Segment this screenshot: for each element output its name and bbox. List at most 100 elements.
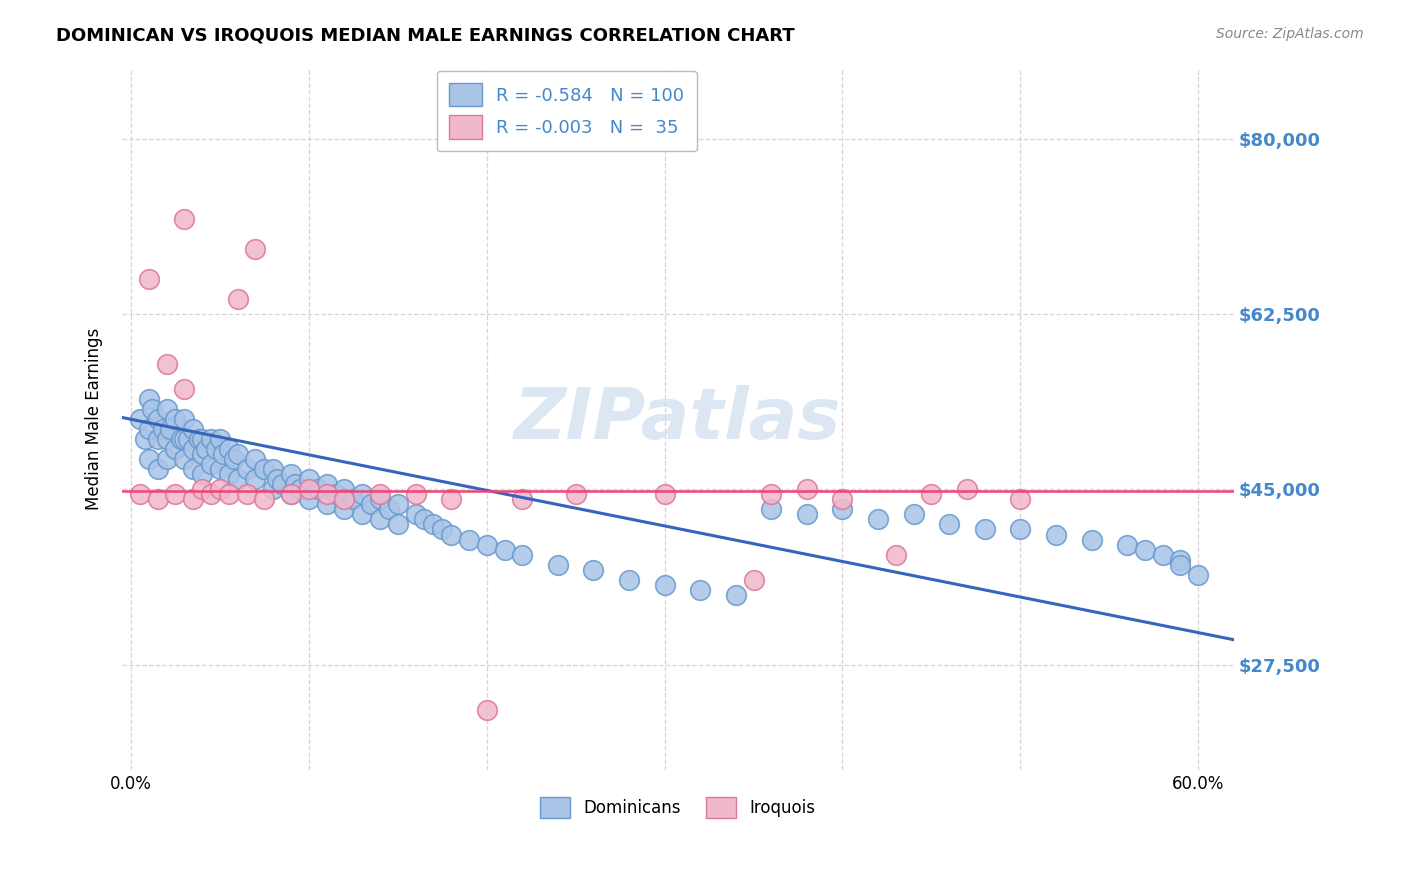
Point <box>307 483 329 497</box>
Point <box>378 502 401 516</box>
Point <box>440 527 463 541</box>
Point <box>155 452 177 467</box>
Point <box>333 492 356 507</box>
Point <box>1080 533 1102 547</box>
Point <box>368 487 391 501</box>
Point <box>146 412 169 426</box>
Point <box>173 211 195 226</box>
Point <box>342 492 364 507</box>
Point <box>360 498 382 512</box>
Point <box>617 573 640 587</box>
Point <box>181 422 204 436</box>
Point <box>387 517 409 532</box>
Point <box>868 512 890 526</box>
Point <box>280 487 302 501</box>
Point <box>831 492 853 507</box>
Point <box>689 582 711 597</box>
Point <box>208 483 231 497</box>
Point <box>155 402 177 417</box>
Point <box>165 412 187 426</box>
Point <box>475 537 498 551</box>
Point <box>245 472 267 486</box>
Point <box>253 462 276 476</box>
Point <box>973 523 995 537</box>
Point <box>235 462 257 476</box>
Point <box>368 512 391 526</box>
Point <box>218 487 240 501</box>
Point <box>152 422 174 436</box>
Point <box>280 487 302 501</box>
Point <box>333 502 356 516</box>
Point <box>208 432 231 446</box>
Point <box>235 487 257 501</box>
Point <box>582 563 605 577</box>
Point <box>191 447 214 461</box>
Point <box>796 508 818 522</box>
Point <box>742 573 765 587</box>
Point <box>325 487 347 501</box>
Point <box>298 483 321 497</box>
Point <box>159 422 181 436</box>
Point <box>1133 542 1156 557</box>
Point <box>165 442 187 457</box>
Point <box>141 402 163 417</box>
Point <box>1045 527 1067 541</box>
Point <box>245 452 267 467</box>
Point <box>1152 548 1174 562</box>
Point <box>200 432 222 446</box>
Point <box>226 292 249 306</box>
Point <box>262 462 284 476</box>
Point <box>654 487 676 501</box>
Point <box>510 492 533 507</box>
Point <box>205 442 228 457</box>
Point <box>266 472 288 486</box>
Point <box>938 517 960 532</box>
Point <box>298 472 321 486</box>
Point <box>212 447 235 461</box>
Point <box>177 432 200 446</box>
Point <box>432 523 454 537</box>
Point <box>245 242 267 256</box>
Point <box>1010 492 1032 507</box>
Point <box>315 498 337 512</box>
Point <box>253 492 276 507</box>
Text: Source: ZipAtlas.com: Source: ZipAtlas.com <box>1216 27 1364 41</box>
Point <box>191 467 214 482</box>
Point <box>146 492 169 507</box>
Point <box>170 432 193 446</box>
Y-axis label: Median Male Earnings: Median Male Earnings <box>86 328 103 510</box>
Point <box>146 432 169 446</box>
Point <box>831 502 853 516</box>
Point <box>134 432 156 446</box>
Point <box>181 442 204 457</box>
Point <box>1187 567 1209 582</box>
Point <box>271 477 294 491</box>
Point <box>315 487 337 501</box>
Point <box>724 588 747 602</box>
Point <box>458 533 481 547</box>
Point <box>956 483 979 497</box>
Point <box>884 548 907 562</box>
Point <box>165 487 187 501</box>
Text: DOMINICAN VS IROQUOIS MEDIAN MALE EARNINGS CORRELATION CHART: DOMINICAN VS IROQUOIS MEDIAN MALE EARNIN… <box>56 27 794 45</box>
Point <box>333 483 356 497</box>
Point <box>903 508 925 522</box>
Point <box>187 432 209 446</box>
Point <box>173 382 195 396</box>
Point <box>405 487 427 501</box>
Legend: Dominicans, Iroquois: Dominicans, Iroquois <box>534 790 823 825</box>
Point <box>173 412 195 426</box>
Point <box>1116 537 1139 551</box>
Point <box>226 472 249 486</box>
Point <box>138 452 160 467</box>
Point <box>654 577 676 591</box>
Point <box>128 487 150 501</box>
Point <box>368 492 391 507</box>
Point <box>173 432 195 446</box>
Point <box>405 508 427 522</box>
Point <box>280 467 302 482</box>
Point <box>284 477 307 491</box>
Point <box>352 508 374 522</box>
Point <box>181 462 204 476</box>
Point <box>262 483 284 497</box>
